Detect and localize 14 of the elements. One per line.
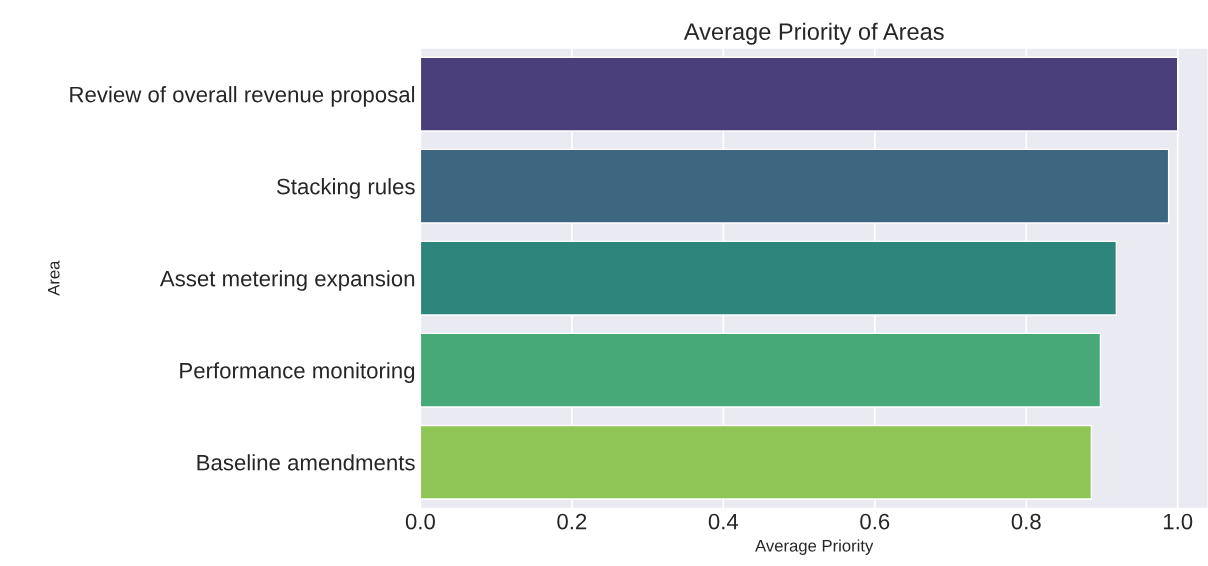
x-axis-title: Average Priority xyxy=(755,539,874,555)
y-axis-title: Area xyxy=(47,260,60,296)
y-tick-label: Stacking rules xyxy=(276,178,415,199)
x-tick-label: 0.8 xyxy=(1011,513,1041,530)
y-tick-label: Asset metering expansion xyxy=(159,270,415,291)
y-tick-label: Baseline amendments xyxy=(197,454,415,471)
chart-title: Average Priority of Areas xyxy=(683,22,944,45)
y-tick-label: Review of overall revenue proposal xyxy=(70,86,415,107)
x-tick-label: 0.0 xyxy=(405,513,435,530)
x-tick-label: 0.2 xyxy=(557,513,587,530)
x-tick-label: 1.0 xyxy=(1163,513,1193,530)
y-tick-label: Performance monitoring xyxy=(180,362,415,383)
x-tick-label: 0.6 xyxy=(860,513,890,530)
x-tick-label: 0.4 xyxy=(708,513,739,530)
